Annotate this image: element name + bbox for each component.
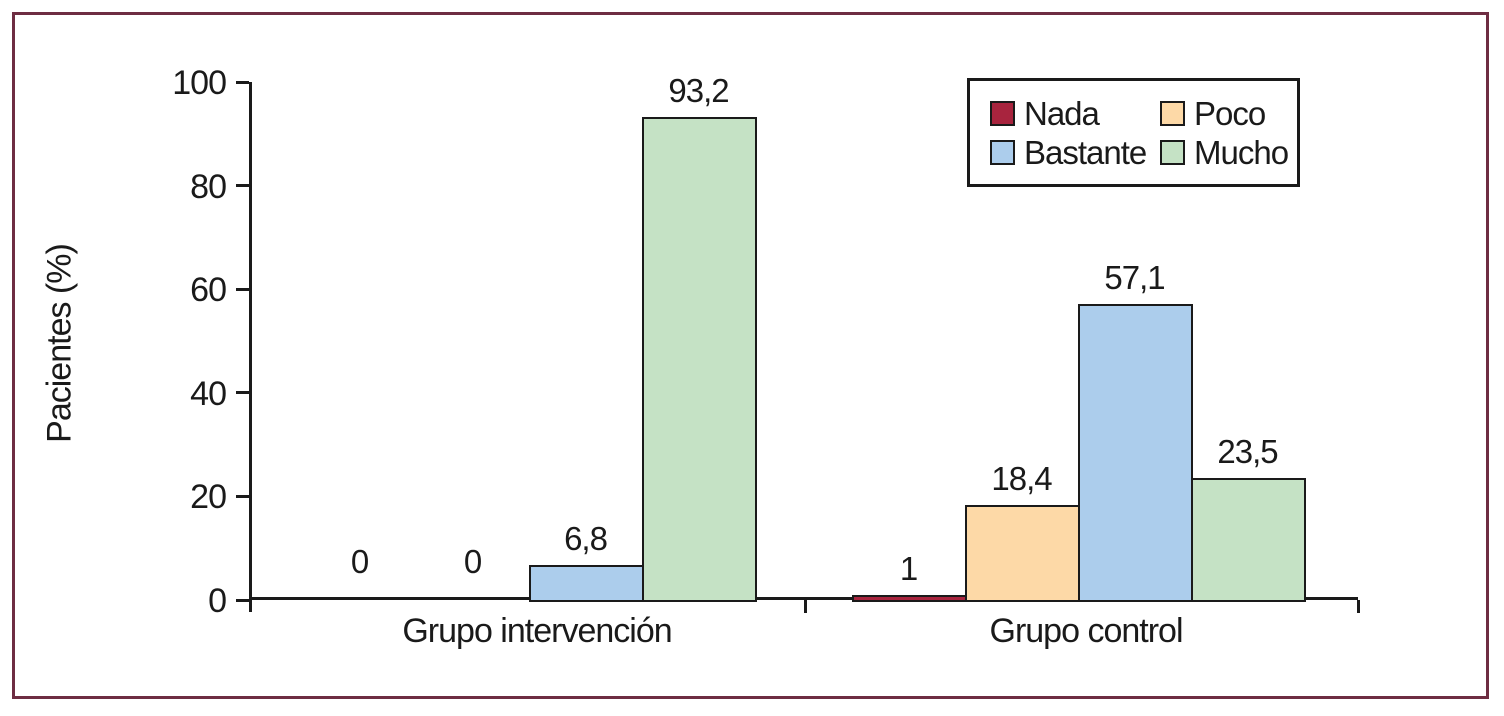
bar-poco: [965, 504, 1080, 602]
y-tick: [236, 494, 249, 498]
y-tick-label: 80: [190, 167, 227, 206]
value-label: 1: [899, 549, 918, 587]
legend-entry-bastante: Bastante: [990, 136, 1160, 169]
y-tick-label: 0: [208, 582, 227, 620]
value-label: 18,4: [991, 459, 1052, 497]
bar-mucho: [1191, 478, 1306, 602]
x-tick: [1356, 600, 1360, 613]
y-tick: [236, 184, 249, 188]
y-tick: [236, 80, 249, 84]
x-axis: [249, 597, 1358, 600]
y-tick-label: 20: [190, 478, 227, 517]
y-tick-label: 100: [172, 64, 227, 102]
y-axis-label: Pacientes (%): [40, 244, 79, 443]
x-tick: [803, 600, 807, 613]
y-tick-label: 60: [190, 271, 227, 310]
y-axis: [249, 82, 252, 612]
bar-nada: [852, 594, 967, 602]
legend-entry-mucho: Mucho: [1160, 136, 1297, 169]
legend: Nada Poco Bastante Mucho: [967, 78, 1300, 187]
category-label: Grupo intervención: [402, 612, 672, 650]
category-label: Grupo control: [989, 612, 1184, 650]
legend-label: Mucho: [1194, 133, 1289, 171]
value-label: 0: [463, 543, 482, 580]
legend-label: Nada: [1024, 94, 1100, 132]
value-label: 0: [350, 543, 369, 580]
legend-label: Poco: [1194, 94, 1266, 132]
value-label: 6,8: [564, 519, 608, 557]
y-tick: [236, 287, 249, 291]
legend-label: Bastante: [1024, 133, 1147, 171]
y-tick: [236, 391, 249, 395]
bar-bastante: [1078, 304, 1193, 602]
value-label: 93,2: [668, 72, 729, 110]
mucho-swatch-icon: [1160, 139, 1185, 165]
bar-bastante: [529, 564, 644, 602]
bastante-swatch-icon: [990, 139, 1015, 165]
poco-swatch-icon: [1160, 100, 1185, 126]
bar-mucho: [642, 117, 757, 602]
nada-swatch-icon: [990, 100, 1015, 126]
value-label: 23,5: [1217, 433, 1278, 471]
legend-entry-poco: Poco: [1160, 97, 1297, 130]
y-tick-label: 40: [190, 374, 227, 413]
value-label: 57,1: [1104, 259, 1165, 297]
legend-entry-nada: Nada: [990, 97, 1160, 130]
y-tick: [236, 598, 249, 602]
